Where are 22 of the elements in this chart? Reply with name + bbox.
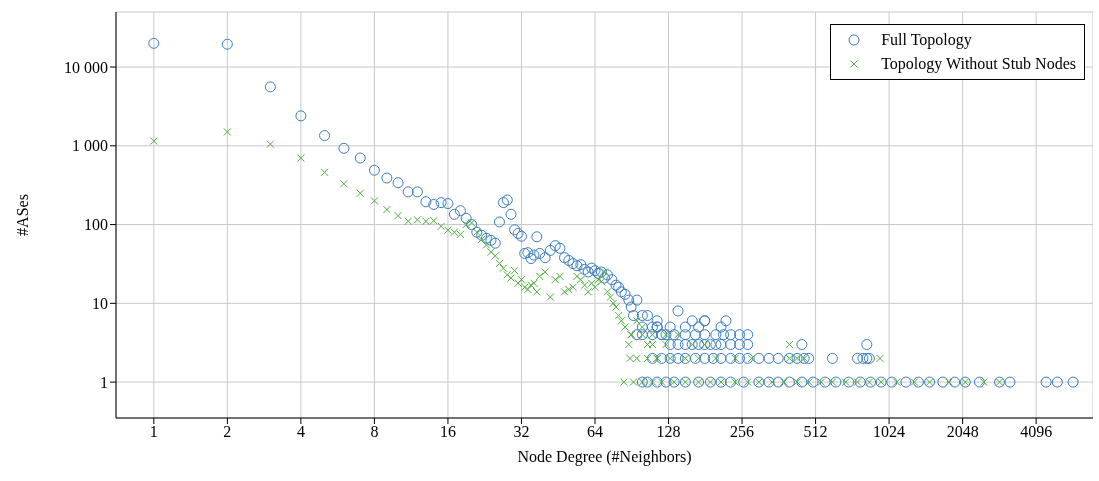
y-tick-label: 100 xyxy=(84,216,108,234)
legend-label: Full Topology xyxy=(881,31,972,49)
y-tick-label: 1 xyxy=(100,373,108,391)
x-tick-label: 2 xyxy=(223,423,232,441)
y-tick-label: 10 xyxy=(92,295,108,313)
legend-label: Topology Without Stub Nodes xyxy=(881,55,1076,73)
x-tick-label: 1 xyxy=(149,423,158,441)
x-tick-label: 512 xyxy=(803,423,828,441)
x-tick-label: 4 xyxy=(296,423,305,441)
x-axis-title: Node Degree (#Neighbors) xyxy=(517,448,692,466)
y-tick-label: 10 000 xyxy=(64,58,108,76)
x-tick-label: 8 xyxy=(370,423,379,441)
x-tick-label: 16 xyxy=(439,423,456,441)
x-tick-label: 4096 xyxy=(1020,423,1053,441)
y-axis-title: #ASes xyxy=(13,194,31,236)
x-tick-label: 32 xyxy=(513,423,530,441)
x-tick-label: 128 xyxy=(656,423,681,441)
x-tick-label: 2048 xyxy=(946,423,979,441)
y-tick-label: 1 000 xyxy=(72,137,108,155)
x-tick-label: 1024 xyxy=(873,423,906,441)
x-tick-label: 256 xyxy=(730,423,755,441)
x-tick-label: 64 xyxy=(586,423,603,441)
